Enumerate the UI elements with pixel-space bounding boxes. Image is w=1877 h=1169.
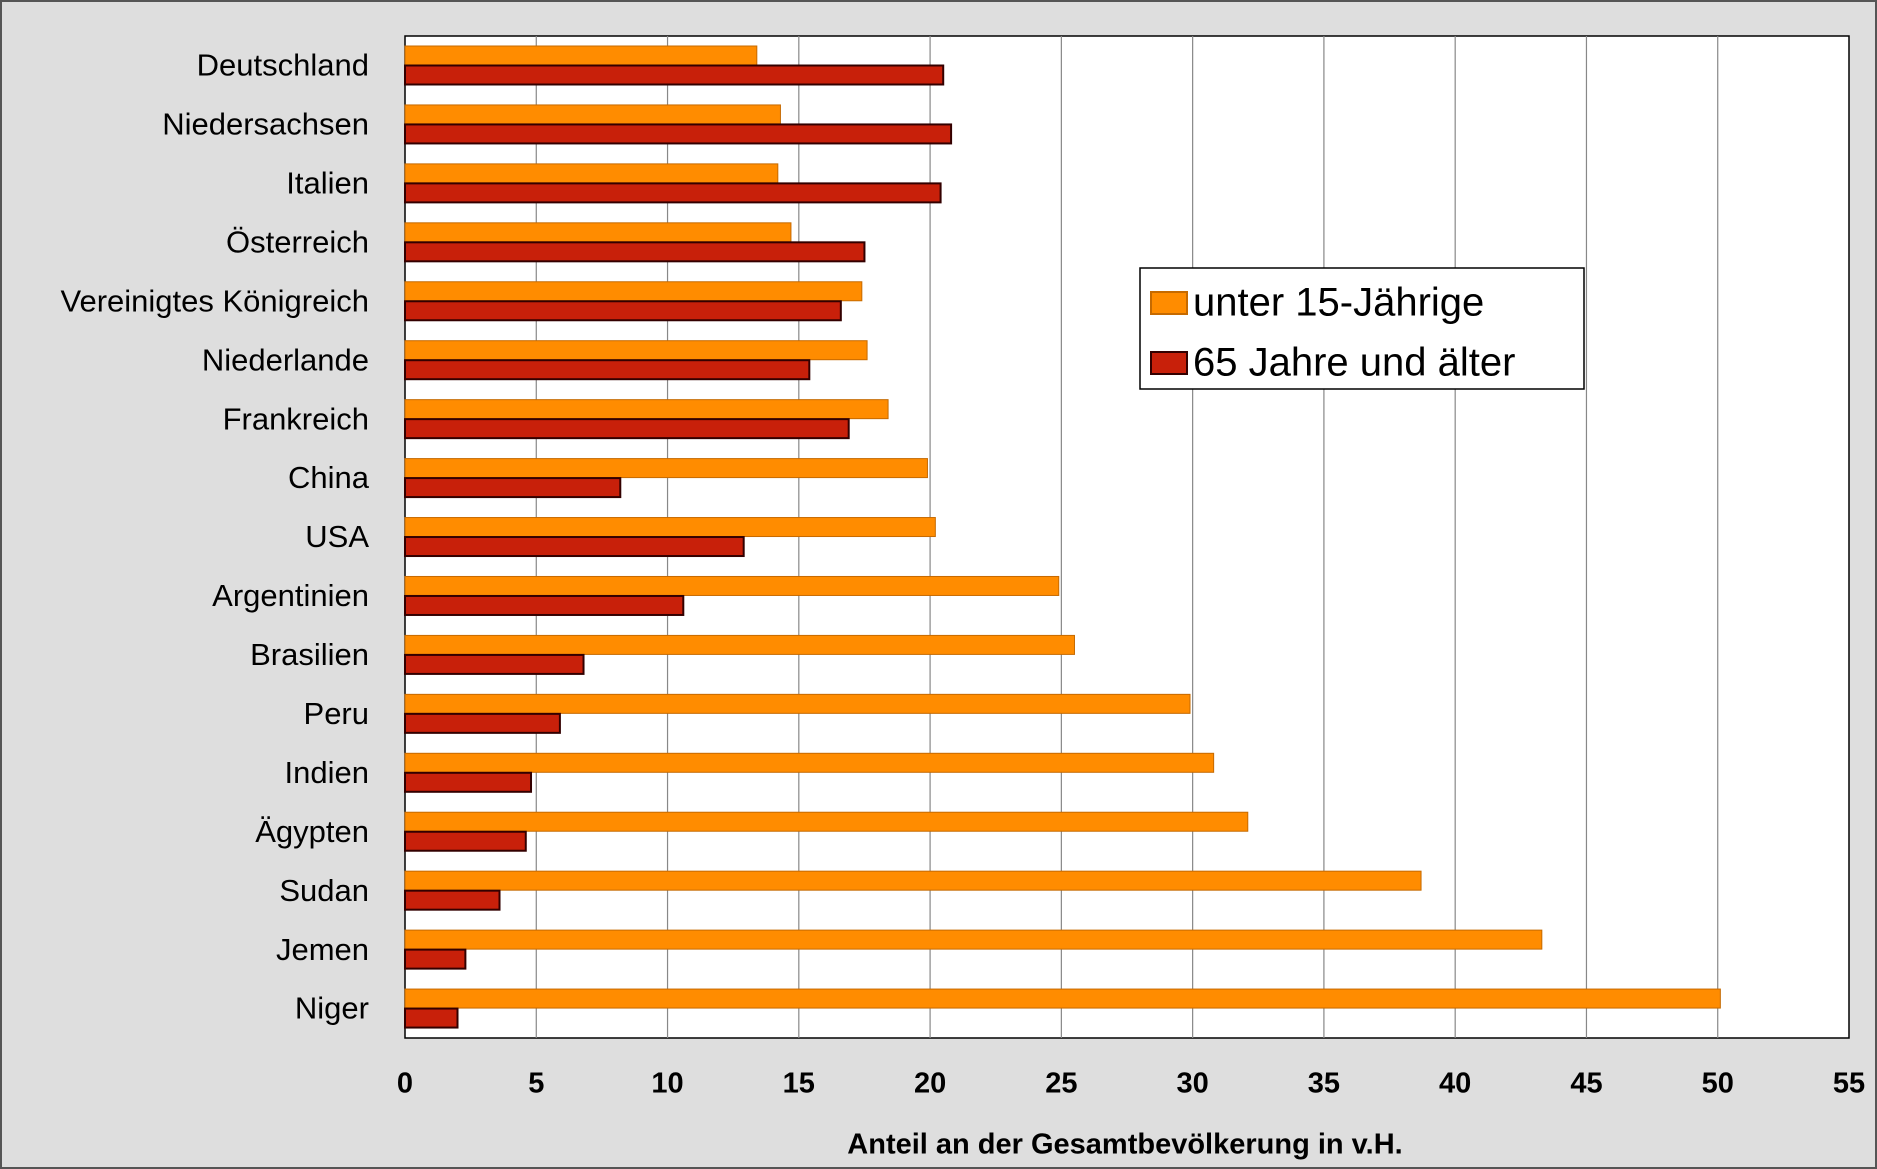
- bar: [404, 1007, 459, 1029]
- y-tick-label: Brasilien: [250, 637, 369, 672]
- bar: [404, 771, 533, 793]
- y-tick-label: Italien: [286, 166, 369, 201]
- y-tick-label: Jemen: [276, 932, 369, 967]
- bar: [404, 399, 889, 420]
- y-tick-label: Niger: [295, 991, 369, 1026]
- legend-swatch: [1150, 351, 1188, 375]
- y-tick-label: Argentinien: [212, 578, 369, 613]
- y-tick-label: Indien: [285, 755, 369, 790]
- legend-label: 65 Jahre und älter: [1193, 341, 1515, 385]
- bar: [404, 64, 945, 86]
- x-axis-label: Anteil an der Gesamtbevölkerung in v.H.: [847, 1129, 1402, 1161]
- y-tick-label: Peru: [304, 696, 369, 731]
- x-tick-label: 35: [1308, 1068, 1340, 1100]
- bar: [404, 929, 1543, 950]
- bar: [404, 889, 501, 911]
- bar: [404, 300, 842, 322]
- bar: [404, 458, 928, 479]
- y-tick-label: China: [288, 460, 370, 495]
- bar: [404, 182, 942, 204]
- bar: [404, 634, 1075, 655]
- bar: [404, 948, 467, 970]
- bar: [404, 281, 863, 302]
- bar: [404, 575, 1060, 596]
- bar: [404, 340, 868, 361]
- legend-label: unter 15-Jährige: [1193, 281, 1484, 325]
- bar: [404, 241, 866, 263]
- bar: [404, 693, 1191, 714]
- bar: [404, 104, 781, 125]
- legend-box: [1139, 267, 1585, 390]
- bar: [404, 418, 850, 440]
- x-tick-label: 30: [1177, 1068, 1209, 1100]
- x-tick-label: 25: [1045, 1068, 1077, 1100]
- y-tick-label: USA: [305, 519, 369, 554]
- bar: [404, 988, 1721, 1009]
- bar: [404, 752, 1215, 773]
- bar: [404, 517, 936, 538]
- bar: [404, 536, 745, 558]
- bar: [404, 123, 953, 145]
- x-tick-label: 5: [528, 1068, 544, 1100]
- bar: [404, 830, 527, 852]
- x-tick-label: 40: [1439, 1068, 1471, 1100]
- x-tick-label: 50: [1702, 1068, 1734, 1100]
- bar: [404, 653, 585, 675]
- x-tick-label: 55: [1833, 1068, 1865, 1100]
- y-tick-label: Vereinigtes Königreich: [61, 283, 369, 318]
- x-tick-label: 45: [1570, 1068, 1602, 1100]
- bar: [404, 870, 1422, 891]
- y-tick-label: Niedersachsen: [162, 107, 369, 142]
- bar: [404, 594, 685, 616]
- bar: [404, 222, 792, 243]
- y-tick-label: Niederlande: [202, 342, 369, 377]
- bar: [404, 163, 779, 184]
- y-tick-label: Deutschland: [197, 48, 369, 83]
- x-tick-label: 0: [397, 1068, 413, 1100]
- y-tick-label: Frankreich: [223, 401, 369, 436]
- bar: [404, 477, 622, 499]
- x-tick-label: 15: [783, 1068, 815, 1100]
- bar: [404, 45, 758, 66]
- x-tick-label: 10: [651, 1068, 683, 1100]
- legend-swatch: [1150, 291, 1188, 315]
- y-tick-label: Ägypten: [255, 814, 369, 849]
- y-tick-label: Österreich: [226, 224, 369, 259]
- x-tick-label: 20: [914, 1068, 946, 1100]
- bar: [404, 712, 561, 734]
- bar: [404, 359, 811, 381]
- bar: [404, 811, 1249, 832]
- y-tick-label: Sudan: [279, 873, 369, 908]
